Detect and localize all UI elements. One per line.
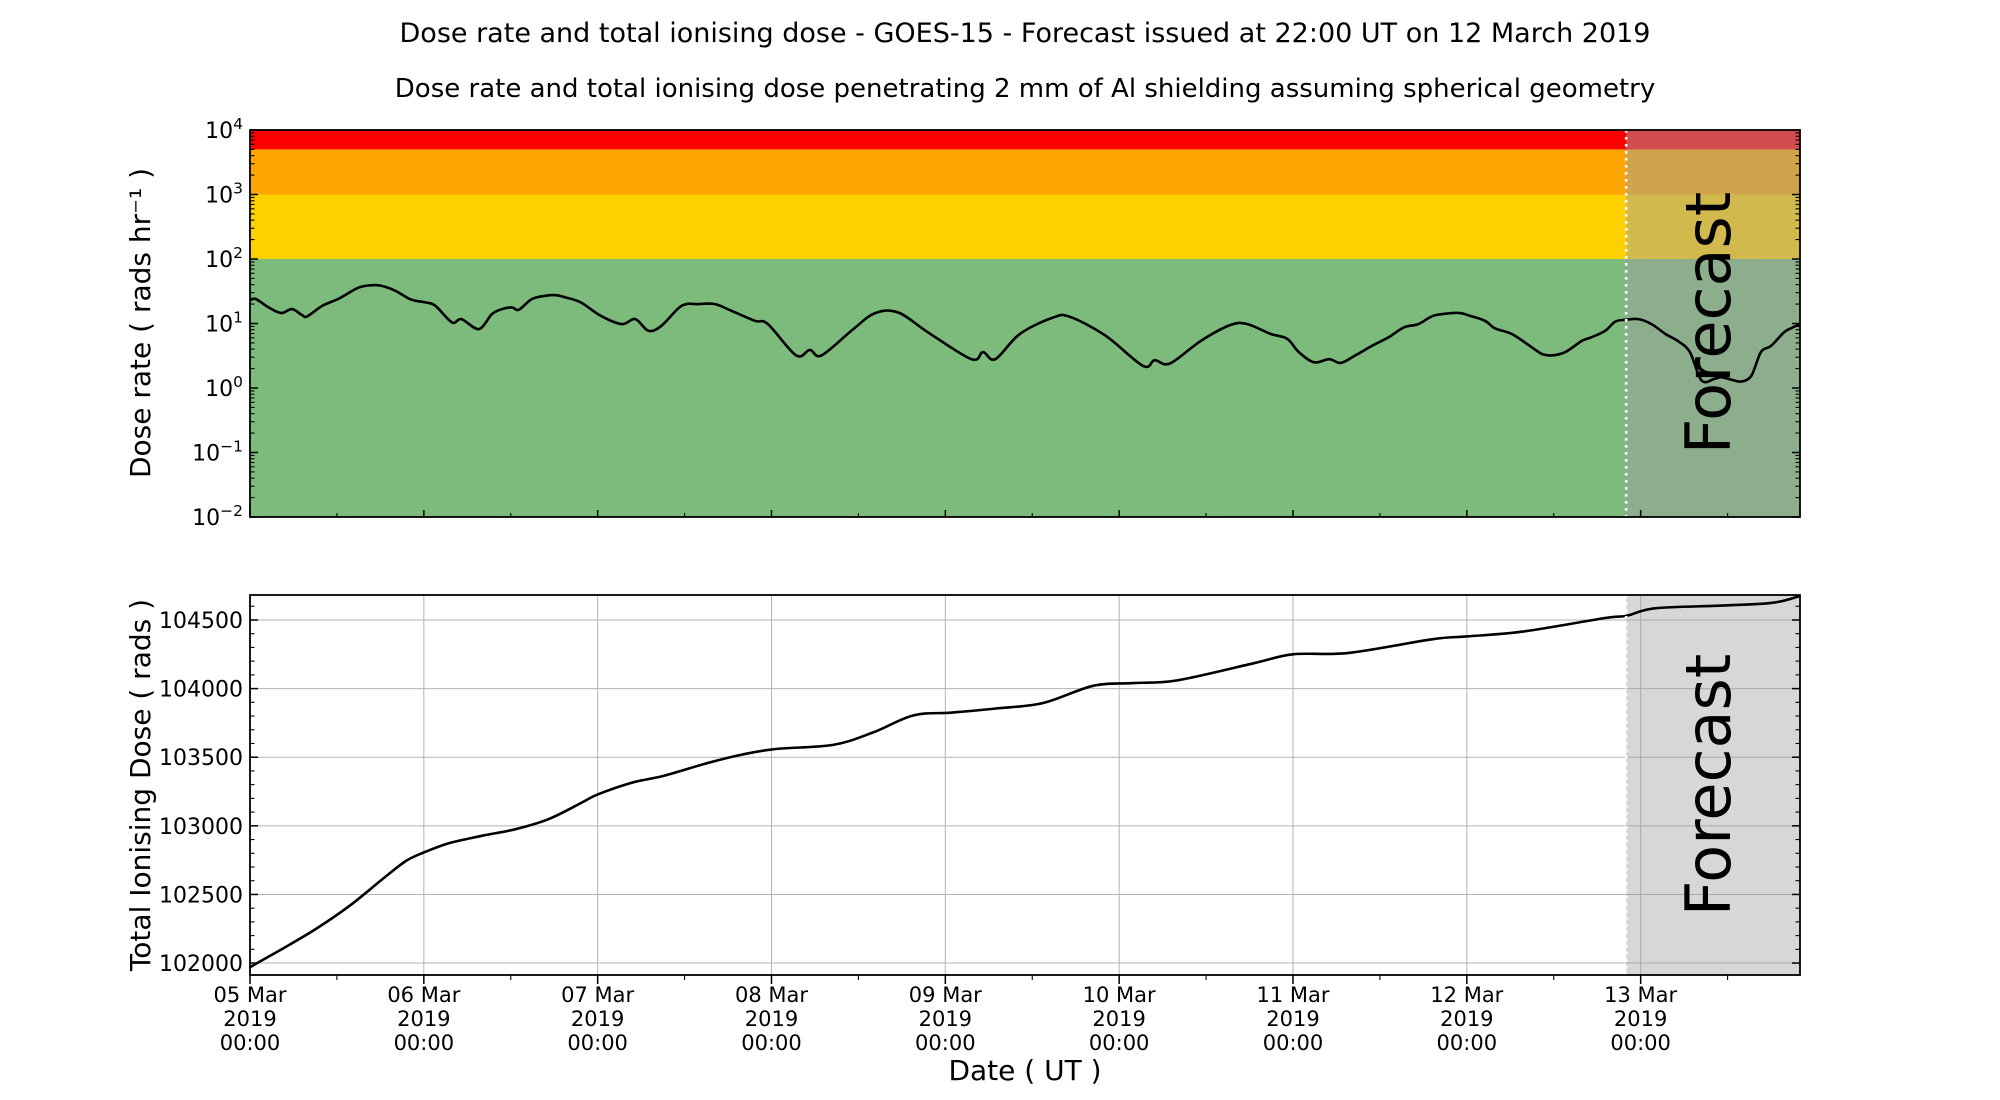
y-tick-label: 104000: [159, 678, 243, 703]
dose-rate-chart: Forecast 104 103 102 101 100 10−1 10−2: [192, 115, 1801, 531]
plot-background: [250, 595, 1800, 975]
figure-title: Dose rate and total ionising dose - GOES…: [400, 18, 1651, 49]
y-tick-label: 103000: [159, 815, 243, 840]
x-tick-label-date: 11 Mar: [1256, 983, 1329, 1007]
y-tick-label: 10−2: [192, 502, 243, 531]
forecast-overlay-bottom: [1626, 595, 1800, 975]
x-tick-label-year: 2019: [571, 1007, 624, 1031]
x-tick-label-year: 2019: [397, 1007, 450, 1031]
y-tick-label: 103500: [159, 746, 243, 771]
x-tick-label-year: 2019: [1092, 1007, 1145, 1031]
x-tick-label-year: 2019: [1266, 1007, 1319, 1031]
x-tick-label-year: 2019: [745, 1007, 798, 1031]
y-tick-label: 102000: [159, 952, 243, 977]
total-dose-ylabel: Total Ionising Dose ( rads ): [124, 599, 157, 972]
y-tick-label: 104500: [159, 609, 243, 634]
forecast-watermark-bottom: Forecast: [1672, 654, 1745, 916]
x-tick-label-time: 00:00: [220, 1031, 281, 1055]
alert-band-yellow: [250, 194, 1800, 259]
x-tick-label-date: 08 Mar: [735, 983, 808, 1007]
x-tick-label-date: 10 Mar: [1083, 983, 1156, 1007]
x-axis-label: Date ( UT ): [948, 1054, 1101, 1087]
x-tick-label-time: 00:00: [1263, 1031, 1324, 1055]
x-tick-label-time: 00:00: [1089, 1031, 1150, 1055]
y-tick-label: 103: [205, 180, 243, 209]
x-tick-label-year: 2019: [1614, 1007, 1667, 1031]
x-tick-label-time: 00:00: [915, 1031, 976, 1055]
alert-band-orange: [250, 149, 1800, 195]
x-tick-label-time: 00:00: [1437, 1031, 1498, 1055]
dose-rate-ylabel: Dose rate ( rads hr⁻¹ ): [124, 168, 157, 478]
x-tick-label-year: 2019: [1440, 1007, 1493, 1031]
x-tick-label-date: 05 Mar: [213, 983, 286, 1007]
total-dose-curve: [250, 595, 1800, 969]
total-dose-chart: Forecast 102000 102500 103000 103500 104000 10…: [159, 594, 1801, 1055]
alert-band-green: [250, 259, 1800, 517]
x-tick-label-year: 2019: [223, 1007, 276, 1031]
y-tick-label: 100: [205, 373, 243, 402]
y-tick-label: 104: [205, 115, 243, 144]
x-tick-label-date: 09 Mar: [909, 983, 982, 1007]
dose-rate-curve: [250, 283, 1800, 384]
x-tick-label-time: 00:00: [567, 1031, 628, 1055]
x-tick-label-time: 00:00: [741, 1031, 802, 1055]
figure-subtitle: Dose rate and total ionising dose penetr…: [395, 74, 1655, 104]
x-tick-label-date: 07 Mar: [561, 983, 634, 1007]
x-tick-label-date: 13 Mar: [1604, 983, 1677, 1007]
y-tick-label: 102: [205, 244, 243, 273]
forecast-overlay-top: [1626, 130, 1800, 517]
x-tick-label-date: 06 Mar: [387, 983, 460, 1007]
x-tick-label-time: 00:00: [394, 1031, 455, 1055]
y-tick-label: 102500: [159, 883, 243, 908]
x-tick-label-date: 12 Mar: [1430, 983, 1503, 1007]
alert-band-red: [250, 130, 1800, 150]
x-tick-label-time: 00:00: [1610, 1031, 1671, 1055]
forecast-watermark-top: Forecast: [1672, 192, 1745, 454]
y-tick-label: 10−1: [192, 438, 243, 467]
x-tick-label-year: 2019: [919, 1007, 972, 1031]
y-tick-label: 101: [205, 309, 243, 338]
